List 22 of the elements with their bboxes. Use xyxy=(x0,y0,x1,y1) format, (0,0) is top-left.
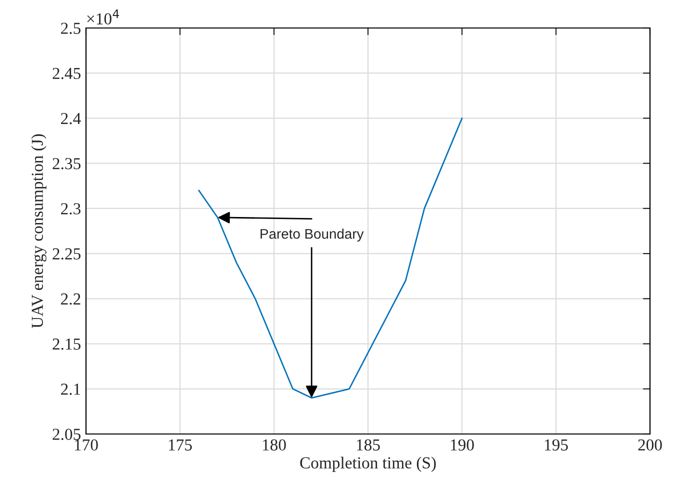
x-axis-title: Completion time (S) xyxy=(300,456,436,472)
x-tick-label: 200 xyxy=(638,439,662,451)
y-tick-label: 2.5 xyxy=(61,22,80,34)
annotation: Pareto Boundary xyxy=(260,228,364,242)
x-tick-label: 195 xyxy=(544,439,568,451)
y-tick-label: 2.35 xyxy=(52,158,80,170)
x-tick-label: 185 xyxy=(356,439,380,451)
x-tick-label: 190 xyxy=(450,439,474,451)
y-tick-label: 2.1 xyxy=(61,384,80,395)
y-tick-label: 2.4 xyxy=(61,112,81,124)
x-tick-label: 170 xyxy=(74,439,98,451)
y-tick-label: 2.3 xyxy=(61,203,80,214)
text: ×10$^{4}$ xyxy=(87,9,119,24)
line-series xyxy=(198,118,463,399)
y-axis-title: UAV energy consumption (J) xyxy=(31,134,46,328)
y-tick-label: 2.15 xyxy=(52,338,80,350)
y-tick-label: 2.45 xyxy=(52,68,80,80)
y-tick-label: 2.05 xyxy=(52,428,80,440)
y-tick-label: 2.25 xyxy=(52,248,80,260)
y-tick-label: 2.2 xyxy=(61,293,80,305)
x-tick-label: 175 xyxy=(168,439,192,451)
x-tick-label: 180 xyxy=(262,439,286,451)
